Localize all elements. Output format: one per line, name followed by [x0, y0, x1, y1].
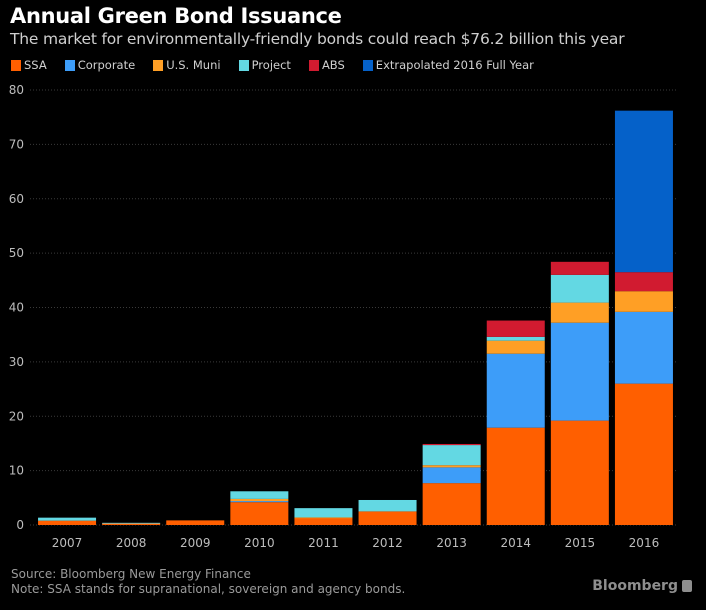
y-tick-label: 20: [9, 409, 24, 423]
y-tick-label: 50: [9, 246, 24, 260]
bar-segment-ssa-2010: [230, 502, 289, 525]
bar-segment-abs-2014: [486, 320, 545, 337]
x-tick-label: 2013: [436, 536, 467, 550]
legend-swatch: [308, 59, 319, 71]
x-tick-label: 2008: [116, 536, 147, 550]
bar-segment-ssa-2013: [422, 483, 481, 525]
legend-item: U.S. Muni: [153, 58, 221, 72]
bar-segment-u-s-muni-2010: [230, 498, 289, 502]
bar-segment-ssa-2008: [102, 523, 161, 525]
bar-segment-project-2011: [294, 508, 353, 518]
legend-label: U.S. Muni: [166, 58, 221, 72]
bar-segment-corporate-2015: [550, 322, 609, 421]
y-tick-label: 0: [16, 518, 24, 532]
chart-title: Annual Green Bond Issuance: [10, 4, 342, 28]
chart-subtitle: The market for environmentally-friendly …: [10, 30, 625, 48]
y-tick-label: 60: [9, 192, 24, 206]
bloomberg-terminal-icon: [682, 580, 692, 592]
bar-segment-ssa-2014: [486, 427, 545, 525]
bar-segment-abs-2015: [550, 261, 609, 275]
legend-item: Corporate: [64, 58, 136, 72]
legend-item: Project: [238, 58, 291, 72]
bar-segment-project-2013: [422, 445, 481, 466]
x-tick-label: 2015: [565, 536, 596, 550]
bar-segment-abs-2016: [614, 272, 673, 292]
bar-segment-extrapolated-2016-full-year-2016: [614, 110, 673, 273]
bar-segment-ssa-2009: [166, 520, 225, 525]
x-tick-label: 2011: [308, 536, 339, 550]
y-tick-label: 10: [9, 464, 24, 478]
bar-segment-ssa-2015: [550, 420, 609, 525]
bar-segment-project-2010: [230, 491, 289, 499]
bar-segment-u-s-muni-2015: [550, 302, 609, 323]
bar-segment-ssa-2016: [614, 383, 673, 525]
logo-text: Bloomberg: [592, 578, 678, 594]
x-tick-label: 2016: [629, 536, 660, 550]
y-tick-label: 80: [9, 83, 24, 97]
x-tick-label: 2014: [500, 536, 531, 550]
bloomberg-logo: Bloomberg: [592, 578, 692, 594]
y-tick-label: 30: [9, 355, 24, 369]
legend: SSA Corporate U.S. Muni Project ABS Extrapola…: [11, 58, 552, 72]
x-tick-label: 2007: [52, 536, 83, 550]
bar-segment-u-s-muni-2011: [294, 517, 353, 519]
bar-segment-project-2012: [358, 499, 417, 512]
bar-segment-corporate-2010: [230, 501, 289, 503]
source-note: Source: Bloomberg New Energy Finance: [11, 567, 251, 581]
bar-segment-project-2008: [102, 522, 161, 524]
x-tick-label: 2010: [244, 536, 275, 550]
legend-label: ABS: [321, 58, 345, 72]
legend-label: Project: [251, 58, 291, 72]
y-tick-label: 70: [9, 137, 24, 151]
bar-segment-ssa-2012: [358, 511, 417, 525]
legend-item: ABS: [308, 58, 345, 72]
legend-label: SSA: [24, 58, 47, 72]
bar-segment-corporate-2013: [422, 467, 481, 484]
bar-segment-project-2007: [38, 517, 97, 521]
legend-swatch: [11, 59, 21, 71]
bar-segment-ssa-2011: [294, 517, 353, 525]
legend-swatch: [153, 59, 164, 71]
legend-label: Corporate: [77, 58, 136, 72]
bar-segment-u-s-muni-2016: [614, 291, 673, 312]
footer: Source: Bloomberg New Energy Finance Not…: [11, 567, 405, 597]
bar-segment-project-2014: [486, 336, 545, 341]
x-tick-label: 2009: [180, 536, 211, 550]
bar-segment-corporate-2014: [486, 353, 545, 428]
bar-segment-u-s-muni-2014: [486, 340, 545, 354]
legend-swatch: [238, 59, 249, 71]
x-tick-label: 2012: [372, 536, 403, 550]
bar-segment-ssa-2007: [38, 520, 97, 525]
legend-swatch: [362, 59, 373, 71]
bar-segment-abs-2013: [422, 443, 481, 446]
chart: 0 10 20 30 40 50 60 70 80 2007 2008 2009 2010 2011 20…: [9, 83, 676, 550]
y-tick-label: 40: [9, 301, 24, 315]
bar-segment-corporate-2016: [614, 311, 673, 384]
legend-swatch: [64, 59, 75, 71]
legend-item: SSA: [11, 58, 47, 72]
ssa-note: Note: SSA stands for supranational, sove…: [11, 582, 406, 596]
legend-item: Extrapolated 2016 Full Year: [362, 58, 534, 72]
legend-label: Extrapolated 2016 Full Year: [375, 58, 534, 72]
bar-segment-project-2015: [550, 274, 609, 303]
bar-segment-u-s-muni-2013: [422, 465, 481, 468]
